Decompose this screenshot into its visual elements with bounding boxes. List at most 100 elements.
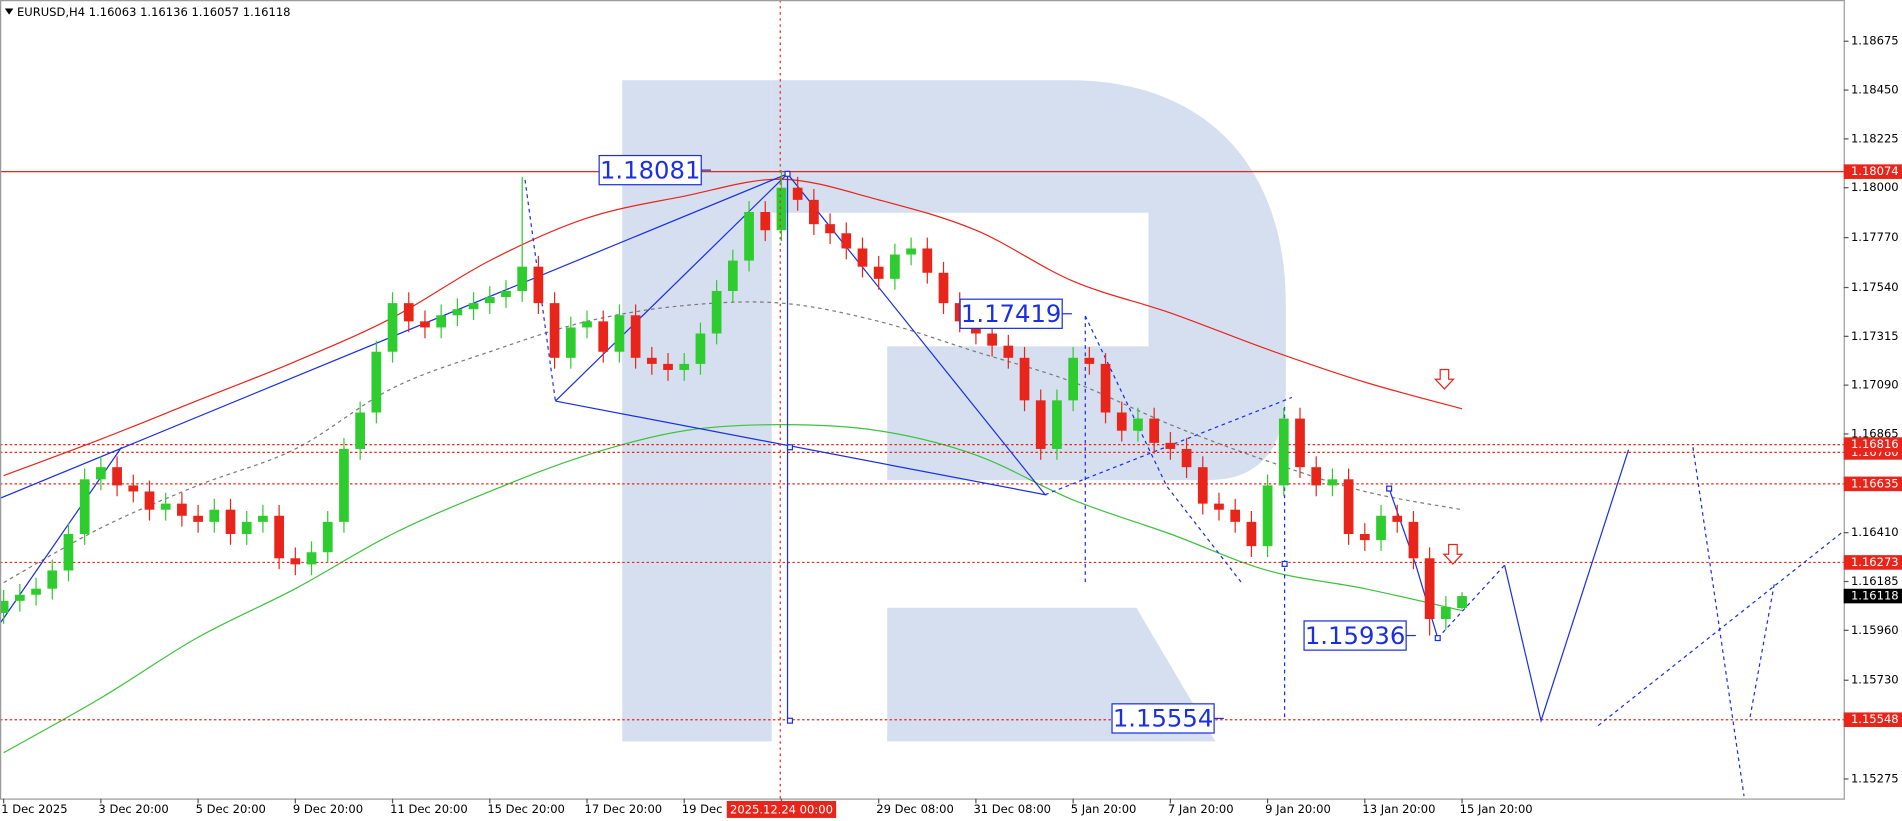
candle-body: [873, 266, 884, 279]
down-arrow: [1433, 368, 1455, 390]
x-tick-label: 13 Jan 20:00: [1362, 802, 1435, 816]
candle-body: [1133, 418, 1143, 431]
annotation-label: 1.17419: [961, 299, 1061, 328]
price-level-box: [1843, 437, 1902, 452]
close-value: 1.16118: [243, 5, 291, 19]
candle-body: [1278, 418, 1289, 486]
y-tick-label: 1.17090: [1851, 378, 1899, 392]
crosshair-time-label: 2025.12.24 00:00: [730, 803, 833, 817]
plot-border: [0, 0, 1845, 800]
candle-body: [258, 515, 268, 522]
x-tick-label: 15 Jan 20:00: [1460, 802, 1533, 816]
anchor-point: [1386, 485, 1393, 492]
candle-body: [695, 333, 706, 364]
candle-body: [1052, 400, 1062, 449]
anchor-point: [784, 170, 791, 177]
menu-triangle: [4, 8, 14, 15]
y-tick-label: 1.18225: [1851, 131, 1899, 145]
candle-body: [484, 297, 495, 304]
candle-body: [355, 412, 366, 449]
candle-body: [1214, 503, 1224, 510]
anchor-point: [786, 444, 794, 451]
forecast-line: [1749, 583, 1775, 718]
candle-body: [646, 357, 657, 364]
candle-body: [679, 363, 690, 370]
x-tick-label: 5 Jan 20:00: [1071, 802, 1137, 816]
candle-body: [1392, 515, 1403, 522]
annotation-label: 1.15936: [1305, 621, 1405, 650]
candle-body: [1457, 596, 1467, 608]
candle-body: [841, 233, 852, 249]
candle-body: [96, 467, 106, 480]
high-value: 1.16136: [140, 5, 188, 19]
price-level-box: [1843, 164, 1902, 179]
candle-body: [79, 479, 90, 535]
candle-body: [938, 272, 949, 304]
candle-body: [193, 515, 203, 522]
y-tick-label: 1.16185: [1851, 574, 1899, 588]
candle-body: [128, 485, 139, 492]
y-tick-label: 1.15730: [1851, 673, 1899, 687]
candle-body: [160, 503, 171, 510]
x-tick-label: 5 Dec 20:00: [196, 802, 266, 816]
low-value: 1.16057: [191, 5, 239, 19]
candle-body: [371, 351, 382, 413]
candle-body: [306, 552, 317, 565]
candle-body: [727, 260, 738, 291]
price-level-box: [1843, 712, 1902, 728]
candle-body: [452, 309, 463, 316]
moving-average: [3, 178, 1463, 477]
trend-line: [1084, 315, 1243, 584]
candle-body: [1068, 357, 1079, 401]
candle-body: [598, 321, 609, 352]
annotation-box: [598, 154, 702, 186]
candle-body: [322, 521, 333, 553]
candle-body: [922, 248, 933, 273]
candle-body: [1440, 606, 1451, 620]
candle-body: [906, 248, 916, 255]
indicators: [3, 178, 1463, 754]
candle-body: [1376, 515, 1386, 541]
candle-body: [1100, 363, 1111, 413]
candle-body: [403, 303, 414, 322]
candle-body: [47, 570, 58, 589]
y-tick-label: 1.17315: [1851, 329, 1899, 343]
candle-body: [0, 600, 9, 613]
x-tick-label: 9 Dec 20:00: [293, 802, 363, 816]
x-tick-label: 17 Dec 20:00: [585, 802, 663, 816]
candle-body: [1408, 521, 1419, 559]
x-tick-label: 29 Dec 08:00: [876, 802, 954, 816]
candle-body: [1262, 485, 1273, 547]
candle-body: [1003, 345, 1014, 358]
candle-body: [1084, 357, 1095, 364]
chart-header: EURUSD,H4 1.16063 1.16136 1.16057 1.1611…: [17, 5, 290, 19]
candle-body: [14, 594, 25, 601]
candle-body: [711, 290, 722, 334]
candle-body: [1165, 442, 1176, 449]
price-level-label: 1.16273: [1851, 555, 1899, 569]
candle-body: [1246, 521, 1257, 547]
forecast-line: [1503, 449, 1630, 723]
x-tick-label: 3 Dec 20:00: [98, 802, 168, 816]
price-level-label: 1.15548: [1851, 712, 1899, 726]
candle-body: [274, 515, 284, 559]
candle-body: [1116, 412, 1127, 431]
candle-body: [420, 321, 430, 328]
candle-body: [241, 521, 252, 535]
candle-body: [582, 321, 592, 328]
candle-body: [614, 315, 625, 352]
y-tick-label: 1.18000: [1851, 180, 1899, 194]
candle-body: [792, 187, 803, 200]
annotation-box: [1303, 620, 1407, 651]
moving-average: [3, 301, 1463, 584]
y-tick-label: 1.15275: [1851, 771, 1899, 785]
candle-body: [31, 588, 41, 595]
x-tick-label: 1 Dec 2025: [1, 802, 67, 816]
candle-body: [436, 315, 447, 328]
x-tick-label: 7 Jan 20:00: [1168, 802, 1234, 816]
candle-body: [1295, 418, 1305, 468]
candle-body: [1424, 558, 1435, 620]
candle-body: [177, 503, 187, 516]
